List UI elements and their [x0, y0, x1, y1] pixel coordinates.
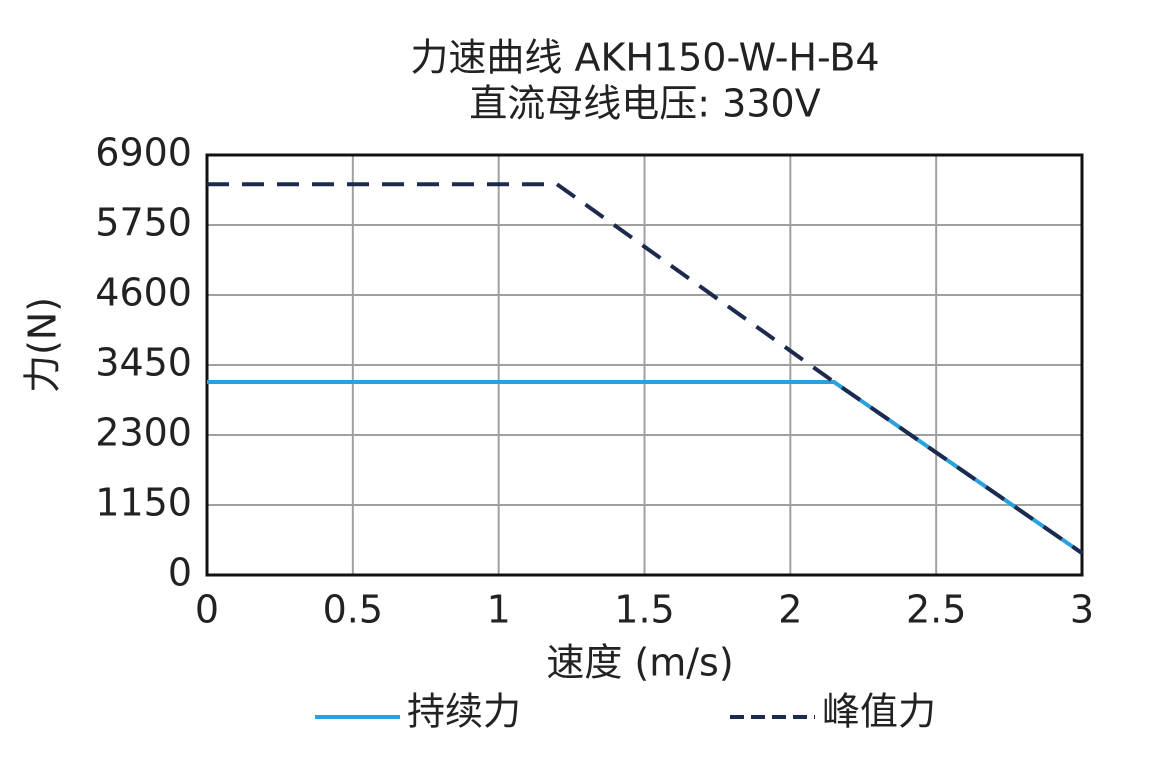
x-tick-label: 2.5 [906, 588, 966, 632]
legend-label: 持续力 [407, 690, 521, 734]
y-tick-label: 0 [168, 551, 192, 595]
y-tick-label: 3450 [95, 341, 192, 385]
x-tick-label: 1.5 [614, 588, 674, 632]
x-axis-label: 速度 (m/s) [546, 641, 733, 685]
line-series [207, 182, 1084, 555]
y-tick-label: 6900 [95, 131, 192, 175]
x-tick-label: 3 [1070, 588, 1094, 632]
x-tick-label: 0.5 [323, 588, 383, 632]
x-tick-label: 0 [195, 588, 219, 632]
legend-label: 峰值力 [822, 690, 936, 734]
y-tick-label: 4600 [95, 271, 192, 315]
y-tick-label: 5750 [95, 201, 192, 245]
chart-subtitle: 直流母线电压: 330V [469, 82, 820, 126]
y-tick-label: 2300 [95, 411, 192, 455]
chart-title: 力速曲线 AKH150-W-H-B4 [410, 36, 879, 80]
x-tick-label: 2 [778, 588, 802, 632]
x-tick-label: 1 [487, 588, 511, 632]
plot-frame [205, 153, 1084, 577]
y-axis-label: 力(N) [21, 297, 65, 393]
y-tick-label: 1150 [95, 481, 192, 525]
